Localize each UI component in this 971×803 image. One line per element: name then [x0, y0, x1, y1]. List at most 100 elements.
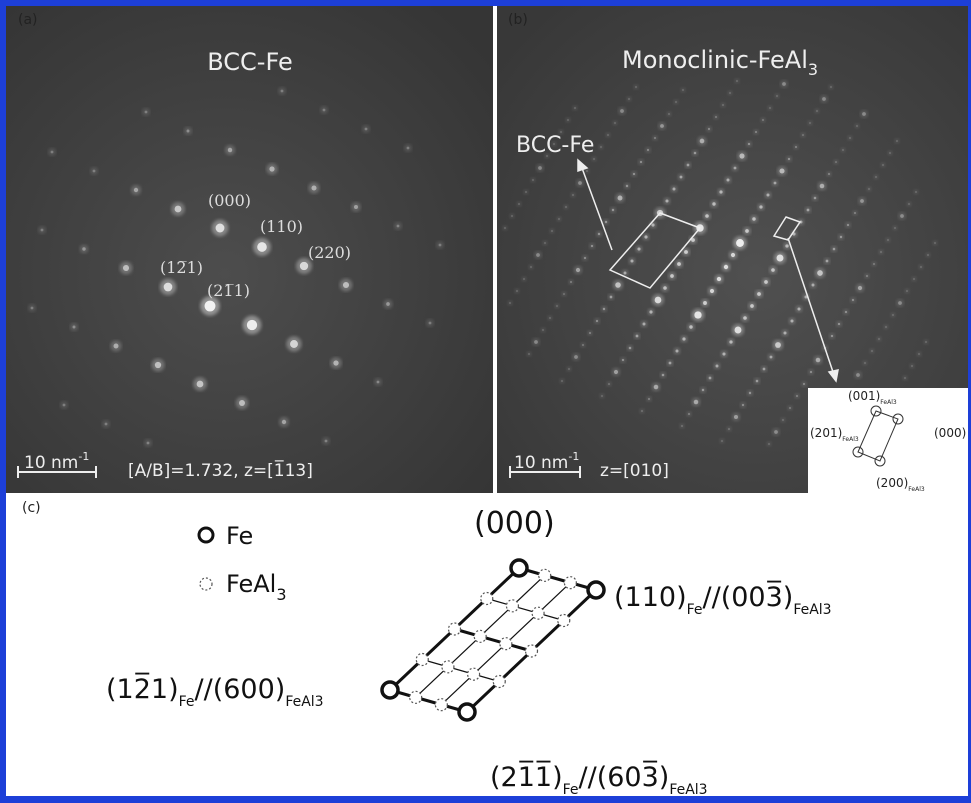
diffraction-spot [591, 245, 593, 247]
diffraction-spot [558, 218, 560, 220]
diffraction-spot [605, 221, 607, 223]
feal3-spot [468, 668, 480, 680]
diffraction-spot [105, 423, 108, 426]
diffraction-spot [574, 355, 578, 359]
diffraction-spot [689, 325, 692, 328]
diffraction-spot [770, 356, 773, 359]
diffraction-spot [511, 215, 513, 217]
panel-letter: (c) [22, 500, 41, 516]
diffraction-spot [860, 199, 864, 203]
diffraction-spot [913, 278, 915, 280]
diffraction-spot [782, 82, 786, 86]
diffraction-spot [675, 101, 677, 103]
diffraction-spot [257, 242, 267, 252]
diffraction-spot [607, 134, 609, 136]
diffraction-spot [894, 227, 896, 229]
diffraction-spot [915, 191, 917, 193]
diffraction-spot [551, 230, 553, 232]
diffraction-spot [82, 247, 85, 250]
diffraction-spot [407, 147, 410, 150]
diffraction-spot [647, 149, 649, 151]
sup: -1 [568, 450, 579, 463]
feal3-spot [500, 638, 512, 650]
diffraction-spot [774, 182, 777, 185]
diffraction-spot [826, 260, 829, 263]
diffraction-spot [651, 223, 654, 226]
diffraction-spot [858, 286, 862, 290]
origin-label: (000) [474, 506, 555, 541]
diffraction-spot [789, 407, 791, 409]
diffraction-spot [878, 338, 880, 340]
diffraction-spot [354, 205, 358, 209]
diffraction-spot [779, 168, 784, 173]
fe-spot [511, 560, 527, 576]
diffraction-spot [777, 255, 784, 262]
b: //(600) [195, 674, 286, 705]
diffraction-spot [290, 340, 298, 348]
diffraction-spot [722, 352, 725, 355]
diffraction-spot [626, 185, 628, 187]
diffraction-spot [643, 323, 646, 326]
diffraction-spot [694, 400, 699, 405]
diffraction-spot [700, 139, 705, 144]
diffraction-spot [568, 368, 570, 370]
label: (220) [308, 243, 351, 262]
diffraction-spot [576, 268, 580, 272]
main: Fe [226, 522, 253, 550]
diffraction-spot [682, 89, 684, 91]
feal3-spot [442, 661, 454, 673]
diffraction-spot [216, 224, 225, 233]
title: Monoclinic-FeAl [622, 46, 808, 74]
diffraction-spot [887, 239, 889, 241]
diffraction-spot [750, 304, 754, 308]
feal3-spot [410, 691, 422, 703]
diffraction-spot [918, 353, 920, 355]
a: (21̅1̅) [490, 761, 563, 793]
diffraction-spot [635, 86, 637, 88]
diffraction-spot [896, 140, 898, 142]
diffraction-spot [123, 265, 129, 271]
figure: (a) BCC-Fe (000) (110) (220) (12̅1) (21̅… [0, 0, 971, 803]
diffraction-spot [589, 332, 591, 334]
feal3-spot [564, 577, 576, 589]
diffraction-spot [734, 415, 738, 419]
diffraction-spot [518, 203, 520, 205]
diffraction-spot [648, 398, 650, 400]
sub: Fe [179, 694, 195, 710]
letter: (a) [18, 12, 38, 28]
diffraction-spot [802, 134, 804, 136]
diffraction-spot [763, 368, 766, 371]
diffraction-spot [596, 320, 598, 322]
diffraction-spot [175, 206, 182, 213]
feal3-spot [435, 699, 447, 711]
diffraction-spot [636, 335, 639, 338]
spot-label: (12̅1) [160, 258, 203, 277]
diffraction-spot [847, 224, 849, 226]
diffraction-spot [630, 259, 633, 262]
diffraction-spot [397, 225, 400, 228]
panel-letter: (b) [508, 12, 528, 28]
diffraction-spot [796, 395, 798, 397]
annotation: BCC-Fe [516, 133, 594, 158]
diffraction-spot [845, 311, 847, 313]
legend-label: Fe [226, 522, 253, 550]
main: (001) [848, 389, 880, 403]
diffraction-spot [386, 302, 390, 306]
zone-label: z=[010] [600, 461, 669, 481]
diffraction-spot [629, 347, 632, 350]
diffraction-spot [745, 229, 749, 233]
diffraction-spot [544, 242, 546, 244]
diffraction-spot [752, 217, 755, 220]
spot-label: (110) [260, 217, 303, 236]
diffraction-spot [563, 293, 565, 295]
diffraction-spot [532, 179, 534, 181]
diffraction-spot [769, 107, 771, 109]
feal3-spot [526, 645, 538, 657]
diffraction-spot [525, 191, 527, 193]
diffraction-spot [925, 341, 927, 343]
diffraction-spot [155, 362, 161, 368]
diffraction-spot [333, 360, 338, 365]
diffraction-spot [736, 80, 738, 82]
diffraction-spot [164, 283, 173, 292]
zone-label: [A/B]=1.732, z=[1̅13] [128, 459, 313, 481]
